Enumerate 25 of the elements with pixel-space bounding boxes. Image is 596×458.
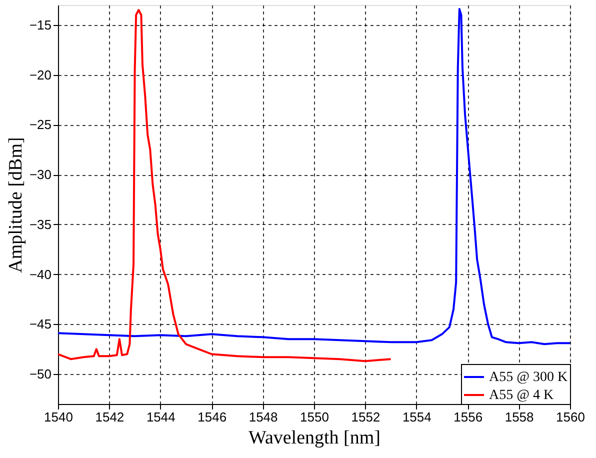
x-tick-label: 1552 xyxy=(351,410,380,424)
y-tick-label: −30 xyxy=(29,167,52,182)
legend-label: A55 @ 300 K xyxy=(489,370,568,385)
x-tick-label: 1544 xyxy=(146,410,176,424)
x-tick-label: 1548 xyxy=(248,410,278,424)
x-axis-title: Wavelength [nm] xyxy=(248,428,380,448)
y-tick-label: −40 xyxy=(29,266,52,282)
y-tick-label: −50 xyxy=(29,366,52,382)
x-tick-label: 1546 xyxy=(198,410,227,424)
x-tick-label: 1554 xyxy=(402,410,432,424)
y-tick-label: −35 xyxy=(29,216,52,232)
x-tick-label: 1560 xyxy=(556,410,585,424)
y-tick-label: −25 xyxy=(29,117,52,132)
line-series xyxy=(58,8,570,346)
y-tick-label: −45 xyxy=(29,316,52,332)
y-axis-title: Amplitude [dBm] xyxy=(5,137,26,273)
y-tick-label: −20 xyxy=(29,67,52,82)
x-tick-label: 1556 xyxy=(454,410,483,424)
x-tick-label: 1542 xyxy=(95,410,124,424)
x-tick-label: 1550 xyxy=(300,410,329,424)
y-tick-label: −15 xyxy=(29,17,52,32)
legend-label: A55 @ 4 K xyxy=(489,388,554,403)
line-series xyxy=(58,8,392,362)
x-tick-label: 1558 xyxy=(504,410,534,424)
x-tick-label: 1540 xyxy=(44,410,73,424)
